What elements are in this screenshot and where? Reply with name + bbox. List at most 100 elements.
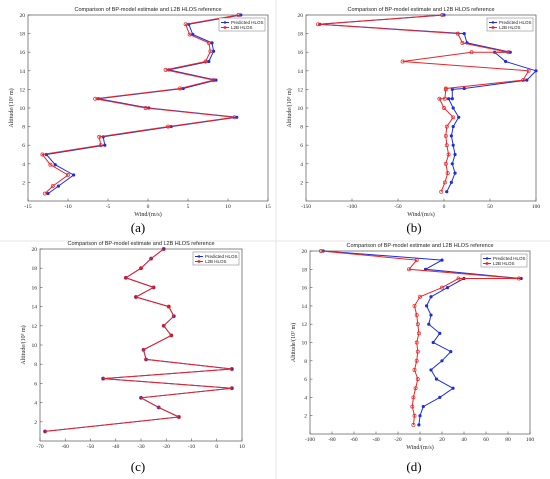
data-point-predicted [447, 97, 450, 100]
data-point-predicted [429, 295, 432, 298]
legend-marker [224, 21, 226, 23]
y-tick-label: 8 [300, 125, 303, 131]
y-tick-label: 8 [22, 125, 25, 131]
data-point-predicted [449, 350, 452, 353]
x-tick-label: -60 [350, 437, 358, 443]
y-tick-label: 20 [298, 13, 304, 19]
data-point-predicted [504, 60, 507, 63]
y-tick-label: 6 [22, 143, 25, 149]
chart-title: Comparison of BP-model estimate and L2B … [74, 7, 221, 13]
legend-marker [486, 257, 488, 259]
x-tick-label: 0 [419, 437, 422, 443]
y-tick-label: 18 [32, 266, 38, 272]
x-tick-label: 5 [187, 204, 190, 210]
x-tick-label: 100 [526, 437, 535, 443]
chart-title: Comparison of BP-model estimate and L2B … [67, 241, 214, 247]
y-tick-label: 2 [304, 414, 307, 420]
x-tick-label: 0 [147, 204, 150, 210]
x-tick-label: -50 [87, 444, 95, 450]
y-tick-label: 18 [302, 267, 308, 273]
data-point-predicted [429, 368, 432, 371]
x-tick-label: -50 [394, 204, 402, 210]
x-tick-label: 100 [532, 204, 541, 210]
x-tick-label: 20 [439, 437, 445, 443]
x-tick-label: 40 [461, 437, 467, 443]
data-point-predicted [446, 286, 449, 289]
x-tick-label: -10 [64, 204, 72, 210]
x-tick-label: -10 [188, 444, 196, 450]
x-tick-label: -70 [36, 444, 44, 450]
y-axis-label: Altitude/(10³ m) [8, 88, 15, 127]
x-tick-label: 10 [225, 204, 231, 210]
y-tick-label: 18 [20, 32, 26, 38]
data-point-predicted [450, 134, 453, 137]
y-tick-label: 14 [298, 69, 304, 75]
data-point-predicted [452, 144, 455, 147]
y-tick-label: 10 [32, 343, 38, 349]
caption-a: (a) [131, 220, 145, 235]
data-point-predicted [451, 162, 454, 165]
data-point-predicted [453, 172, 456, 175]
data-point-predicted [417, 423, 420, 426]
x-tick-label: 10 [239, 444, 245, 450]
x-tick-label: -20 [394, 437, 402, 443]
y-tick-label: 2 [300, 180, 303, 186]
y-tick-label: 10 [298, 106, 304, 112]
y-tick-label: 18 [298, 32, 304, 38]
y-tick-label: 20 [302, 249, 308, 255]
data-point-predicted [435, 378, 438, 381]
y-tick-label: 14 [302, 304, 308, 310]
y-tick-label: 16 [298, 50, 304, 56]
data-point-predicted [440, 259, 443, 262]
x-axis-label: Wind/(m/s) [407, 211, 434, 218]
y-tick-label: 4 [34, 401, 37, 407]
y-tick-label: 10 [20, 106, 26, 112]
legend: Predicted HLOSL2B HLOS [481, 254, 527, 267]
data-point-predicted [445, 190, 448, 193]
x-tick-label: -100 [305, 437, 315, 443]
y-tick-label: 2 [34, 420, 37, 426]
y-tick-label: 16 [302, 286, 308, 292]
y-tick-label: 20 [20, 13, 26, 19]
legend-label: L2B HLOS [493, 261, 515, 266]
y-axis-label: Altitude/(10³ m) [20, 325, 27, 364]
y-tick-label: 4 [300, 162, 303, 168]
chart-title: Comparison of BP-model estimate and L2B … [347, 7, 494, 13]
y-tick-label: 6 [300, 143, 303, 149]
data-point-predicted [418, 414, 421, 417]
caption-b: (b) [406, 220, 421, 235]
data-point-predicted [46, 192, 49, 195]
data-point-predicted [438, 396, 441, 399]
legend-marker [198, 255, 200, 257]
x-tick-label: 60 [483, 437, 489, 443]
y-tick-label: 8 [304, 359, 307, 365]
data-point-predicted [103, 144, 106, 147]
x-tick-label: -15 [24, 204, 32, 210]
caption-d: (d) [406, 459, 421, 474]
legend-marker [492, 21, 494, 23]
x-tick-label: -100 [347, 204, 357, 210]
data-point-predicted [463, 32, 466, 35]
x-tick-label: -5 [106, 204, 111, 210]
x-tick-label: -20 [163, 444, 171, 450]
y-tick-label: 16 [32, 285, 38, 291]
chart-title: Comparison of BP-model estimate and L2B … [346, 243, 493, 249]
x-tick-label: 80 [505, 437, 511, 443]
data-point-predicted [429, 313, 432, 316]
y-tick-label: 12 [298, 87, 304, 93]
data-point-predicted [451, 387, 454, 390]
data-point-predicted [453, 153, 456, 156]
legend-label: L2B HLOS [499, 25, 521, 30]
data-point-predicted [207, 60, 210, 63]
y-axis-label: Altitude/(10³ m) [286, 88, 293, 127]
y-tick-label: 12 [302, 322, 308, 328]
data-point-predicted [425, 304, 428, 307]
data-point-predicted [57, 185, 60, 188]
y-tick-label: 2 [22, 180, 25, 186]
x-tick-label: 0 [443, 204, 446, 210]
legend-label: L2B HLOS [231, 25, 253, 30]
data-point-predicted [54, 163, 57, 166]
y-tick-label: 16 [20, 50, 26, 56]
